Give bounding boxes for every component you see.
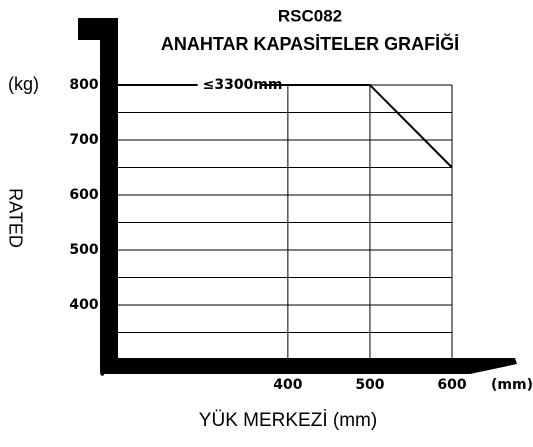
y-tick-label: 600 bbox=[69, 187, 98, 203]
capacity-line bbox=[118, 85, 452, 168]
y-tick-label: 700 bbox=[69, 132, 98, 148]
chart-title: RSC082 bbox=[278, 6, 342, 25]
annotation: ≤3300mm bbox=[203, 77, 283, 93]
chart-subtitle: ANAHTAR KAPASİTELER GRAFİĞİ bbox=[161, 33, 459, 54]
x-tick-label: 600 bbox=[437, 377, 466, 393]
y-axis-label: RATED bbox=[5, 188, 25, 248]
y-tick-label: 800 bbox=[69, 77, 98, 93]
fork-blade bbox=[100, 358, 517, 376]
y-tick-label: 500 bbox=[69, 242, 98, 258]
x-tick-label: 500 bbox=[355, 377, 384, 393]
plot-area: 400 500 600 700 800 400 500 600 ≤3300mm bbox=[69, 77, 466, 393]
x-tick-label: 400 bbox=[273, 377, 302, 393]
y-unit: (kg) bbox=[8, 74, 39, 94]
chart: RSC082 ANAHTAR KAPASİTELER GRAFİĞİ (kg) … bbox=[0, 0, 533, 447]
y-tick-label: 400 bbox=[69, 297, 98, 313]
x-axis-label: YÜK MERKEZİ (mm) bbox=[199, 410, 377, 431]
x-unit: (mm) bbox=[491, 377, 533, 393]
